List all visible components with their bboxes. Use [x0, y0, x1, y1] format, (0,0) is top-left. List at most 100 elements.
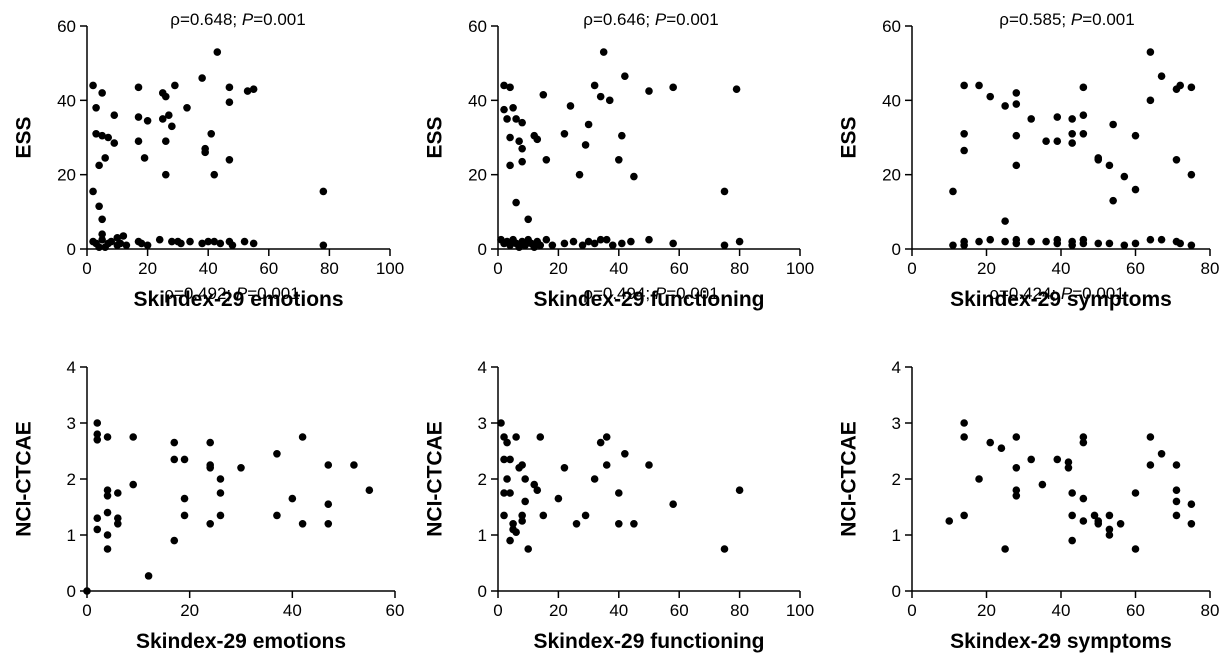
data-point [986, 92, 995, 101]
data-point [735, 486, 744, 495]
data-point [560, 239, 569, 248]
x-tick-label: 60 [386, 601, 405, 620]
x-tick-label: 80 [320, 259, 339, 278]
data-point [228, 241, 237, 250]
data-point [116, 239, 125, 248]
stat-annotation: ρ=0.585; P=0.001 [999, 10, 1134, 29]
data-point [1172, 486, 1181, 495]
data-point [180, 494, 189, 503]
data-point [1187, 520, 1196, 528]
data-point [1094, 239, 1103, 248]
data-point [134, 137, 143, 146]
x-tick-label: 60 [670, 259, 689, 278]
data-point [83, 587, 91, 595]
data-point [608, 241, 617, 250]
data-point [103, 531, 112, 539]
data-point [596, 235, 605, 244]
data-point [621, 450, 629, 458]
data-point [575, 170, 584, 179]
data-point [1079, 494, 1088, 503]
data-point [596, 438, 605, 447]
x-tick-label: 40 [199, 259, 218, 278]
data-point [512, 115, 520, 123]
data-point [581, 511, 590, 520]
x-tick-label: 40 [609, 259, 628, 278]
data-point [1079, 83, 1088, 92]
x-tick-label: 20 [180, 601, 199, 620]
data-point [615, 156, 623, 164]
data-point [1079, 239, 1088, 248]
data-point [170, 536, 179, 545]
data-point [1157, 72, 1166, 80]
data-point [89, 81, 97, 90]
data-point [960, 146, 968, 155]
data-point [93, 430, 102, 439]
data-point [1187, 83, 1196, 92]
y-axis-title: ESS [424, 116, 447, 158]
data-point [183, 103, 191, 112]
data-point [1172, 497, 1181, 506]
data-point [98, 89, 106, 97]
data-point [548, 241, 557, 250]
data-point [1027, 115, 1035, 123]
data-point [521, 241, 529, 250]
data-point [216, 511, 225, 520]
data-point [533, 135, 542, 144]
data-point [1068, 511, 1076, 520]
x-tick-label: 0 [82, 259, 91, 278]
data-point [621, 72, 629, 80]
data-point [1094, 156, 1103, 164]
data-point [1187, 241, 1196, 250]
x-tick-label: 100 [376, 259, 404, 278]
data-point [158, 115, 167, 123]
data-point [975, 475, 983, 483]
data-point [518, 144, 526, 153]
data-point [144, 572, 153, 580]
data-point [95, 202, 103, 211]
data-point [566, 102, 575, 110]
x-tick-label: 60 [1126, 259, 1145, 278]
data-point [180, 455, 189, 464]
x-tick-label: 0 [493, 601, 502, 620]
data-point [732, 85, 741, 93]
data-point [645, 235, 653, 244]
data-point [1131, 131, 1140, 140]
data-point [506, 161, 514, 170]
data-point [1012, 486, 1021, 495]
y-tick-label: 4 [67, 358, 76, 377]
y-axis-title: NCI-CTCAE [13, 421, 36, 537]
data-point [1027, 237, 1035, 246]
y-tick-label: 40 [57, 91, 76, 110]
data-point [1042, 137, 1050, 146]
data-point [216, 239, 225, 248]
data-point [1012, 239, 1021, 248]
data-point [506, 133, 514, 142]
data-point [201, 148, 209, 157]
x-tick-label: 40 [283, 601, 302, 620]
data-point [506, 536, 514, 545]
data-point [949, 187, 957, 196]
x-tick-label: 100 [786, 259, 814, 278]
data-point [1068, 115, 1076, 123]
data-point [216, 489, 225, 497]
data-point [500, 455, 508, 464]
data-point [119, 232, 128, 240]
data-point [500, 433, 508, 441]
y-tick-label: 60 [468, 17, 487, 36]
data-point [206, 438, 214, 447]
y-tick-label: 4 [478, 358, 487, 377]
x-axis-title: Skindex-29 symptoms [950, 288, 1172, 311]
data-point [225, 98, 234, 106]
stat-annotation: ρ=0.648; P=0.001 [170, 10, 305, 29]
x-tick-label: 80 [1201, 259, 1220, 278]
data-point [324, 500, 333, 509]
data-point [1012, 89, 1021, 97]
data-point [720, 241, 729, 250]
data-point [101, 154, 109, 162]
data-point [210, 237, 219, 246]
data-point [735, 237, 744, 246]
data-point [500, 489, 508, 497]
data-point [542, 235, 551, 244]
data-point [1001, 102, 1009, 110]
data-point [590, 81, 599, 90]
